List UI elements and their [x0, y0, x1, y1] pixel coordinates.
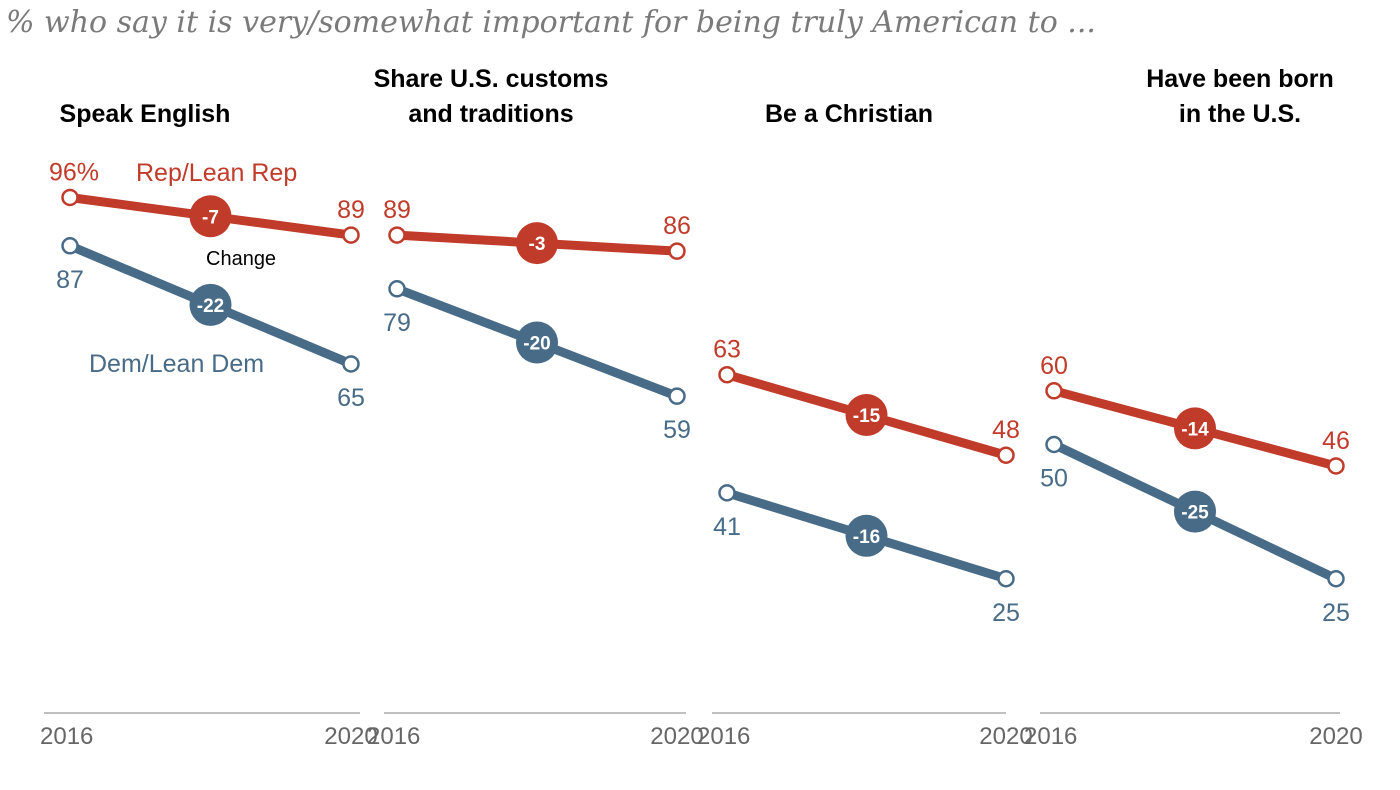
rep-series-label: Rep/Lean Rep — [136, 159, 297, 187]
change-value: -20 — [523, 333, 550, 354]
change-value: -14 — [1181, 419, 1209, 440]
x-tick-label: 2016 — [367, 723, 420, 750]
change-bubble — [845, 514, 888, 557]
change-value: -3 — [529, 234, 546, 255]
data-point — [997, 570, 1015, 588]
data-label: 59 — [663, 416, 691, 444]
data-point — [61, 188, 79, 207]
dem-series: -22 87 65 — [56, 237, 365, 412]
x-tick-label: 2020 — [650, 723, 703, 750]
change-value: -22 — [197, 296, 224, 317]
data-point — [1327, 457, 1345, 475]
data-label: 86 — [663, 212, 691, 240]
data-label: 41 — [713, 513, 741, 541]
x-tick-label: 2020 — [324, 723, 377, 750]
data-point — [668, 242, 686, 260]
data-point — [668, 387, 686, 405]
data-label: 25 — [992, 599, 1020, 627]
dem-series: -25 50 25 — [1040, 435, 1350, 627]
data-point — [342, 226, 360, 244]
x-tick-label: 2016 — [697, 723, 750, 750]
data-label: 87 — [56, 266, 84, 294]
change-bubble — [189, 283, 232, 326]
data-point — [61, 237, 79, 255]
x-tick-label: 2016 — [1024, 723, 1077, 750]
change-bubble — [189, 195, 232, 238]
data-label: 25 — [1322, 599, 1350, 627]
data-point — [388, 226, 406, 244]
data-label: 79 — [383, 309, 411, 337]
rep-series: -15 63 48 — [713, 336, 1020, 464]
data-label: 48 — [992, 416, 1020, 444]
rep-series: -3 89 86 — [383, 196, 691, 265]
change-value: -7 — [202, 207, 219, 228]
data-label: 60 — [1040, 352, 1068, 380]
x-tick-label: 2020 — [1309, 723, 1362, 750]
x-tick-label: 2016 — [40, 723, 93, 750]
data-point — [1327, 570, 1345, 588]
dem-series: -20 79 59 — [383, 280, 691, 444]
x-tick-label: 2020 — [979, 723, 1032, 750]
chart-subtitle: % who say it is very/somewhat important … — [6, 5, 1096, 40]
panel-2: Share U.S. customs and traditions 2016 2020… — [367, 65, 704, 750]
change-bubble — [1174, 407, 1216, 450]
change-caption: Change — [206, 248, 276, 270]
change-value: -16 — [853, 527, 880, 548]
data-point — [997, 446, 1015, 464]
data-point — [388, 280, 406, 298]
panel-title: Share U.S. customs — [374, 65, 609, 93]
data-label: 50 — [1040, 465, 1068, 493]
data-point — [718, 484, 736, 502]
data-point — [342, 355, 360, 373]
data-label: 63 — [713, 336, 741, 364]
panel-title: Have been born — [1146, 65, 1334, 93]
data-label: 89 — [337, 196, 365, 224]
panel-title: in the U.S. — [1179, 100, 1301, 128]
change-value: -25 — [1181, 503, 1209, 524]
change-bubble — [1174, 490, 1216, 533]
data-point — [1045, 382, 1063, 400]
data-label: 96% — [49, 158, 99, 186]
panel-title: Speak English — [60, 100, 231, 128]
data-point — [1045, 435, 1063, 454]
change-bubble — [845, 393, 888, 436]
panel-3: Be a Christian 2016 2020 -15 63 48 -16 41 25 — [697, 100, 1033, 750]
panel-title: Be a Christian — [765, 100, 933, 128]
data-point — [718, 365, 736, 384]
panel-1: Speak English 2016 2020 -7 96% 89 -22 87 65 — [40, 100, 378, 750]
panel-title: and traditions — [408, 100, 573, 128]
rep-series: -14 60 46 — [1040, 352, 1350, 475]
data-label: 89 — [383, 196, 411, 224]
rep-series: -7 96% 89 — [49, 158, 365, 244]
data-label: 46 — [1322, 427, 1350, 455]
panel-4: Have been born in the U.S. 2016 2020 -14 60 46… — [1024, 65, 1363, 750]
data-label: 65 — [337, 384, 365, 412]
dem-series: -16 41 25 — [713, 484, 1020, 627]
change-value: -15 — [853, 406, 881, 427]
dem-series-label: Dem/Lean Dem — [89, 350, 264, 378]
change-bubble — [516, 321, 558, 364]
change-bubble — [516, 222, 558, 265]
